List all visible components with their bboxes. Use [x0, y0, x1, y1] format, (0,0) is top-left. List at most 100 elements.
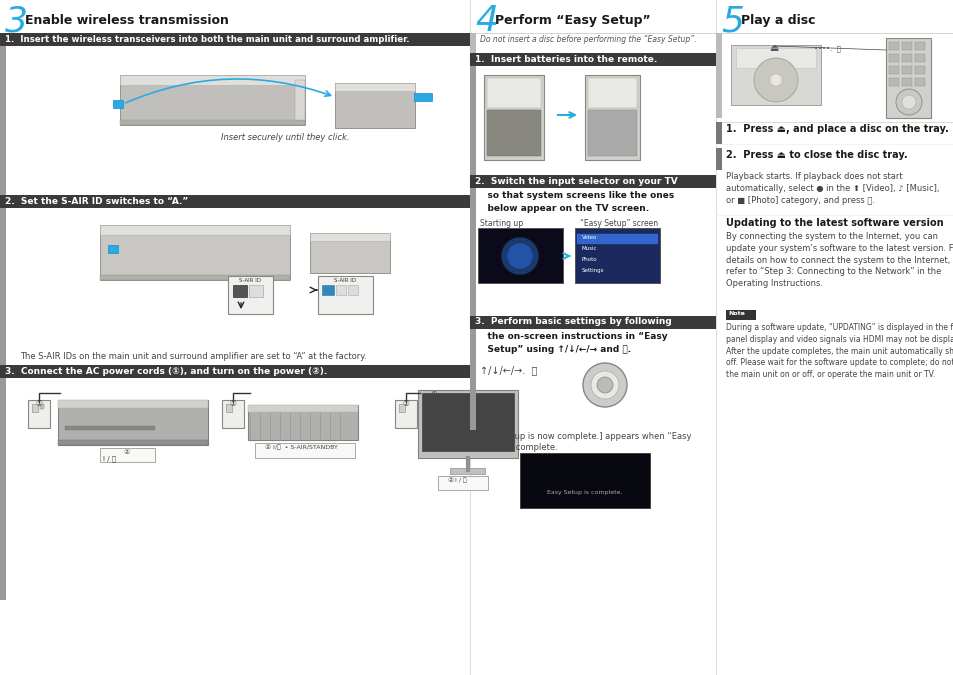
Bar	[120, 75, 305, 125]
Bar	[0, 46, 6, 195]
Bar	[470, 175, 716, 188]
Bar	[587, 110, 637, 156]
Bar	[120, 75, 305, 85]
Text: 4: 4	[475, 4, 497, 38]
Bar	[486, 78, 540, 108]
Bar	[254, 443, 355, 458]
Text: I/⏻  • S-AIR/STANDBY: I/⏻ • S-AIR/STANDBY	[273, 444, 337, 450]
Circle shape	[753, 58, 797, 102]
Bar	[914, 66, 924, 74]
Text: S-AIR ID: S-AIR ID	[238, 278, 261, 283]
Bar	[914, 78, 924, 86]
Bar	[901, 42, 911, 50]
Text: the on-screen instructions in “Easy: the on-screen instructions in “Easy	[475, 332, 667, 341]
Circle shape	[501, 238, 537, 274]
Bar	[450, 468, 484, 474]
Bar	[885, 38, 930, 118]
Text: 5: 5	[720, 4, 743, 38]
Bar	[58, 400, 208, 408]
Bar	[40, 404, 44, 409]
Text: ↑/↓/←/→.  Ⓞ: ↑/↓/←/→. Ⓞ	[479, 365, 537, 375]
Bar	[888, 66, 898, 74]
Text: 2.  Press ⏏ to close the disc tray.: 2. Press ⏏ to close the disc tray.	[725, 150, 906, 160]
Bar	[470, 33, 476, 53]
Text: Starting up: Starting up	[479, 219, 522, 228]
Bar	[28, 400, 50, 428]
Text: Video: Video	[581, 235, 597, 240]
Bar	[322, 285, 334, 295]
Circle shape	[582, 363, 626, 407]
Bar	[0, 208, 6, 365]
Bar	[348, 285, 357, 295]
Text: [Easy Setup is now complete.] appears when “Easy
Setup” is complete.: [Easy Setup is now complete.] appears wh…	[475, 432, 691, 452]
Text: S-AIR ID: S-AIR ID	[334, 278, 355, 283]
Bar	[483, 75, 543, 160]
Text: 2.  Switch the input selector on your TV: 2. Switch the input selector on your TV	[475, 176, 677, 186]
Text: 2.  Set the S-AIR ID switches to “A.”: 2. Set the S-AIR ID switches to “A.”	[5, 196, 188, 205]
Text: 3.  Perform basic settings by following: 3. Perform basic settings by following	[475, 317, 671, 327]
Bar	[0, 195, 470, 208]
Bar	[100, 225, 290, 235]
Bar	[577, 234, 658, 244]
Circle shape	[590, 371, 618, 399]
Bar	[414, 93, 432, 101]
Bar	[486, 110, 540, 156]
Bar	[0, 365, 470, 378]
Bar	[32, 404, 38, 412]
Bar	[587, 78, 637, 108]
Bar	[901, 66, 911, 74]
Text: Playback starts. If playback does not start
automatically, select ● in the ⬆ [Vi: Playback starts. If playback does not st…	[725, 172, 939, 205]
Bar	[716, 122, 721, 144]
Bar	[725, 310, 755, 320]
Text: Updating to the latest software version: Updating to the latest software version	[725, 218, 943, 228]
Text: The S-AIR IDs on the main unit and surround amplifier are set to “A” at the fact: The S-AIR IDs on the main unit and surro…	[20, 352, 366, 361]
Text: Setup” using ↑/↓/←/→ and Ⓞ.: Setup” using ↑/↓/←/→ and Ⓞ.	[475, 345, 631, 354]
Text: During a software update, “UPDATING” is displayed in the front
panel display and: During a software update, “UPDATING” is …	[725, 323, 953, 379]
Bar	[65, 426, 154, 430]
Bar	[716, 148, 721, 170]
Text: 3.  Connect the AC power cords (①), and turn on the power (②).: 3. Connect the AC power cords (①), and t…	[5, 367, 327, 375]
Text: ②: ②	[448, 477, 454, 483]
Bar	[310, 233, 390, 273]
Bar	[100, 448, 154, 462]
Text: Insert securely until they click.: Insert securely until they click.	[220, 133, 349, 142]
Bar	[100, 275, 290, 280]
Text: Play a disc: Play a disc	[740, 14, 815, 27]
Text: ①: ①	[402, 399, 409, 408]
Bar	[901, 78, 911, 86]
Bar	[335, 285, 346, 295]
Text: 1.  Press ⏏, and place a disc on the tray.: 1. Press ⏏, and place a disc on the tray…	[725, 124, 947, 134]
Text: ••••.  Ⓞ: ••••. Ⓞ	[814, 45, 841, 51]
Text: ⏏: ⏏	[768, 43, 778, 53]
Circle shape	[901, 95, 915, 109]
Text: I / ⏻: I / ⏻	[455, 477, 466, 483]
Bar	[519, 453, 649, 508]
Bar	[0, 378, 6, 600]
Bar	[228, 276, 273, 314]
Bar	[249, 285, 263, 297]
Bar	[730, 45, 821, 105]
Bar	[317, 276, 373, 314]
Bar	[310, 233, 390, 241]
Circle shape	[597, 377, 613, 393]
Bar	[888, 42, 898, 50]
Text: 3: 3	[5, 4, 28, 38]
Text: By connecting the system to the Internet, you can
update your system’s software : By connecting the system to the Internet…	[725, 232, 953, 288]
Text: ①: ①	[430, 390, 437, 399]
Text: ②: ②	[124, 449, 130, 455]
Text: ①: ①	[35, 399, 42, 408]
Bar	[914, 42, 924, 50]
Bar	[470, 329, 476, 430]
Text: below appear on the TV screen.: below appear on the TV screen.	[475, 204, 648, 213]
Bar	[470, 316, 716, 329]
Text: I / ⏻: I / ⏻	[103, 455, 116, 462]
Bar	[398, 404, 405, 412]
Bar	[58, 400, 208, 445]
Circle shape	[769, 74, 781, 86]
Text: Photo: Photo	[581, 257, 597, 262]
Bar	[888, 78, 898, 86]
Bar	[108, 245, 118, 253]
Bar	[437, 476, 488, 490]
Bar	[421, 393, 514, 451]
Bar	[222, 400, 244, 428]
